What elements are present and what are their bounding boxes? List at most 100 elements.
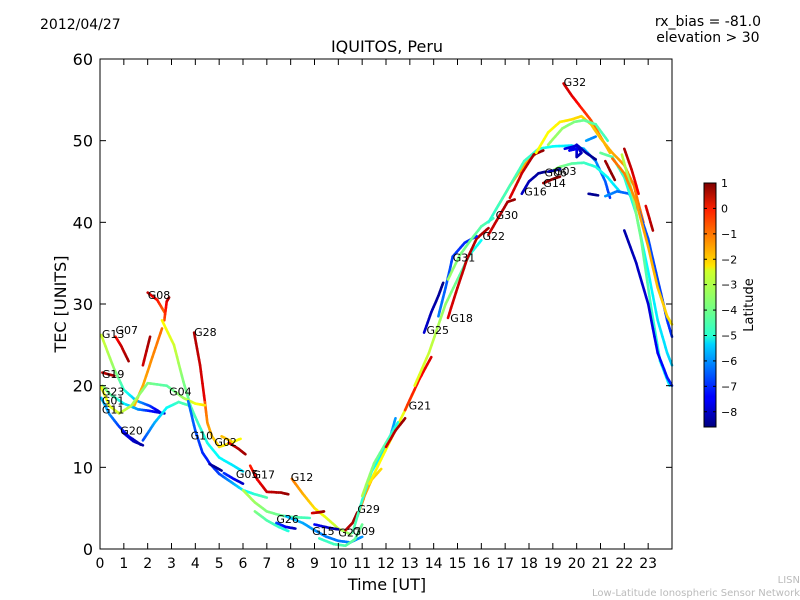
data-point — [126, 357, 130, 363]
series-g03c — [563, 143, 598, 161]
colorbar-tick-label: −1 — [721, 228, 737, 241]
data-point — [358, 535, 364, 540]
colorbar-tick-label: −7 — [721, 380, 737, 393]
series-g25b — [413, 239, 483, 388]
y-tick-label: 40 — [73, 213, 93, 232]
satellite-label: G03 — [554, 165, 577, 178]
x-tick-label: 0 — [96, 556, 105, 572]
satellite-label: G04 — [169, 385, 192, 398]
series-g25 — [422, 281, 445, 334]
satellite-label: G22 — [483, 230, 506, 243]
satellite-label: G08 — [148, 289, 171, 302]
data-point — [430, 335, 436, 347]
satellite-label: G06 — [545, 167, 568, 180]
data-point — [140, 443, 145, 447]
satellite-label: G05 — [236, 468, 259, 481]
series-g39 — [622, 147, 640, 196]
data-point — [636, 221, 641, 232]
data-point — [438, 310, 445, 322]
data-point — [634, 212, 640, 224]
colorbar-label: Latitude — [742, 278, 757, 332]
data-point — [592, 135, 598, 139]
colorbar-tick-label: −2 — [721, 253, 737, 266]
satellite-label: G11 — [102, 403, 125, 416]
satellite-label: G18 — [450, 312, 473, 325]
y-tick-label: 0 — [83, 540, 93, 559]
satellite-label: G10 — [191, 430, 214, 443]
series-g28 — [192, 331, 207, 404]
series-g40 — [603, 159, 617, 182]
data-point — [648, 278, 653, 290]
data-point — [650, 225, 655, 232]
data-point — [485, 226, 490, 232]
footer-credit: LISN Low-Latitude Ionospheric Sensor Net… — [592, 574, 800, 600]
data-point — [441, 281, 445, 287]
chart-title: IQUITOS, Peru — [331, 37, 443, 56]
data-point — [240, 481, 245, 486]
data-point — [433, 327, 439, 339]
series-g09 — [344, 510, 359, 532]
satellite-label: G01 — [102, 394, 125, 407]
satellite-label: G28 — [194, 326, 217, 339]
series-g19 — [101, 371, 116, 378]
x-tick-label: 13 — [401, 556, 419, 572]
x-tick-label: 18 — [520, 556, 538, 572]
satellite-label: G12 — [291, 471, 314, 484]
satellite-label: G02 — [214, 436, 237, 449]
data-point — [540, 149, 545, 153]
data-point — [644, 260, 650, 273]
series-g02 — [220, 434, 233, 443]
x-tick-label: 14 — [425, 556, 443, 572]
data-point — [111, 373, 116, 378]
data-point — [592, 157, 598, 161]
data-point — [650, 312, 656, 325]
x-tick-label: 12 — [377, 556, 395, 572]
data-point — [604, 136, 610, 142]
data-point — [652, 321, 657, 334]
series-g37 — [611, 157, 674, 326]
series-g18 — [446, 226, 490, 320]
data-point — [651, 294, 656, 306]
data-point — [435, 318, 442, 330]
data-point — [639, 237, 644, 251]
satellite-label: G14 — [543, 177, 566, 190]
colorbar: Latitude 1 0 −1 −2 −3 −4 −5 −6 −7 −8 — [703, 177, 757, 428]
x-tick-label: 16 — [472, 556, 490, 572]
satellite-label: G26 — [276, 513, 299, 526]
satellite-label: G29 — [357, 503, 380, 516]
series-g23 — [101, 384, 166, 415]
footer-line-2: Low-Latitude Ionospheric Sensor Network — [592, 588, 800, 599]
series-g14 — [541, 175, 562, 185]
satellite-label: G31 — [453, 251, 476, 264]
colorbar-tick-label: 1 — [721, 177, 728, 190]
x-tick-label: 17 — [496, 556, 514, 572]
data-point — [359, 523, 364, 529]
data-point — [649, 302, 654, 315]
x-tick-label: 19 — [544, 556, 562, 572]
series-g21b — [360, 421, 400, 498]
colorbar-gradient — [703, 182, 717, 428]
series-g21d — [403, 355, 433, 412]
data-point — [646, 280, 651, 295]
satellite-label: G16 — [524, 185, 547, 198]
series-g10 — [186, 399, 269, 499]
data-point — [218, 468, 223, 472]
x-tick-label: 3 — [167, 556, 176, 572]
satellite-label: G30 — [496, 209, 519, 222]
satellite-label: G13 — [102, 328, 125, 341]
series-g10b — [208, 462, 223, 472]
data-point — [653, 331, 659, 344]
colorbar-tick-label: −6 — [721, 355, 737, 368]
data-point — [240, 469, 245, 473]
rx-bias-label: rx_bias = -81.0 — [654, 14, 761, 30]
x-tick-label: 6 — [239, 556, 248, 572]
data-point — [653, 302, 658, 314]
y-tick-label: 10 — [73, 458, 93, 477]
data-point — [636, 188, 640, 196]
data-point — [642, 259, 648, 273]
x-tick-label: 10 — [329, 556, 347, 572]
data-point — [648, 310, 653, 322]
data-point — [427, 343, 434, 355]
